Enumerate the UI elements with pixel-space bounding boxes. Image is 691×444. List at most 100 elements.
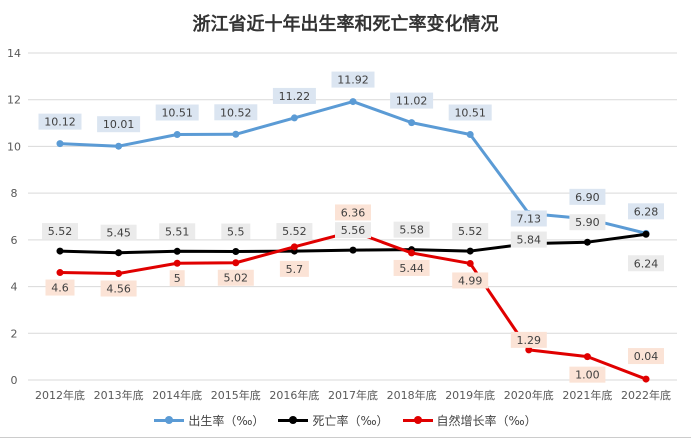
y-tick-label: 6 — [11, 234, 18, 247]
y-tick-label: 0 — [11, 374, 18, 387]
legend-item-birth[interactable]: 出生率（‰） — [154, 412, 264, 429]
data-point — [290, 243, 298, 251]
legend-marker-icon — [154, 416, 185, 424]
data-point — [642, 230, 650, 238]
data-point — [56, 247, 64, 255]
data-label: 5.7 — [286, 263, 304, 276]
data-label: 5.90 — [575, 216, 600, 229]
data-label-bg — [393, 259, 430, 276]
data-label-bg — [100, 280, 137, 297]
data-label: 5.52 — [48, 225, 73, 238]
y-tick-label: 12 — [7, 94, 21, 107]
data-point — [173, 259, 181, 267]
legend: 出生率（‰） 死亡率（‰） 自然增长率（‰） — [0, 412, 691, 429]
data-point — [115, 249, 123, 257]
data-label-bg — [569, 366, 606, 383]
data-label-bg — [217, 269, 254, 286]
legend-label: 死亡率（‰） — [312, 414, 389, 428]
y-tick-label: 14 — [7, 47, 21, 60]
x-tick-label: 2021年底 — [562, 388, 612, 402]
data-label-bg — [452, 223, 489, 240]
data-label: 5.02 — [224, 272, 249, 285]
y-tick-label: 4 — [11, 281, 18, 294]
data-point — [290, 114, 298, 122]
legend-marker-icon — [278, 416, 309, 424]
data-label: 10.12 — [44, 116, 76, 129]
data-label-bg — [155, 104, 199, 121]
data-label: 5.84 — [517, 234, 542, 247]
data-point — [466, 247, 474, 255]
data-label: 10.51 — [454, 107, 486, 120]
data-label-bg — [42, 223, 78, 240]
data-label: 5.56 — [341, 224, 366, 237]
data-point — [466, 131, 474, 139]
data-point — [173, 247, 181, 255]
data-label: 7.13 — [517, 212, 542, 225]
data-label-bg — [569, 188, 606, 205]
data-label-bg — [279, 260, 309, 277]
data-point — [642, 375, 650, 383]
data-label-bg — [628, 203, 664, 220]
data-label-bg — [214, 104, 258, 121]
data-label: 5.45 — [106, 227, 131, 240]
legend-label: 出生率（‰） — [188, 414, 265, 428]
data-label-bg — [393, 221, 430, 238]
data-label: 1.29 — [517, 334, 542, 347]
data-label-bg — [221, 223, 251, 240]
data-label-bg — [448, 104, 492, 121]
data-point — [232, 130, 240, 138]
data-label: 5.52 — [282, 225, 307, 238]
data-label: 11.02 — [396, 95, 428, 108]
data-label-bg — [510, 210, 547, 227]
data-label-bg — [452, 272, 489, 289]
data-label: 5 — [174, 272, 181, 285]
data-point — [583, 238, 591, 246]
legend-marker-icon — [402, 416, 433, 424]
legend-item-death[interactable]: 死亡率（‰） — [278, 412, 389, 429]
data-label: 6.24 — [634, 257, 659, 270]
data-point — [232, 248, 240, 256]
data-label: 5.58 — [399, 224, 424, 237]
data-label: 10.51 — [161, 107, 193, 120]
data-label-bg — [272, 87, 316, 104]
data-label: 10.52 — [220, 106, 252, 119]
data-label-bg — [276, 223, 313, 240]
data-label-bg — [335, 222, 371, 239]
data-label: 6.28 — [634, 205, 659, 218]
data-label-bg — [100, 224, 137, 241]
data-point — [349, 98, 357, 106]
data-label: 6.36 — [341, 206, 366, 219]
data-label: 4.99 — [458, 274, 483, 287]
data-point — [115, 269, 123, 277]
y-tick-label: 2 — [11, 327, 18, 340]
data-label: 11.92 — [337, 74, 369, 87]
x-tick-label: 2013年底 — [94, 388, 144, 402]
data-label-bg — [38, 113, 82, 130]
data-label-bg — [569, 214, 606, 231]
x-tick-label: 2016年底 — [269, 388, 319, 402]
data-label-bg — [510, 331, 547, 348]
data-label-bg — [628, 348, 664, 365]
data-point — [583, 353, 591, 361]
data-point — [115, 142, 123, 150]
data-label: 1.00 — [575, 369, 600, 382]
data-label: 10.01 — [103, 118, 135, 131]
x-tick-label: 2012年底 — [35, 388, 85, 402]
x-tick-label: 2015年底 — [211, 388, 261, 402]
data-label: 5.51 — [165, 225, 190, 238]
data-label-bg — [97, 116, 141, 133]
x-tick-label: 2020年底 — [504, 388, 554, 402]
legend-label: 自然增长率（‰） — [436, 414, 537, 428]
y-tick-label: 10 — [7, 140, 21, 153]
data-label: 0.04 — [634, 350, 659, 363]
legend-item-natural-growth[interactable]: 自然增长率（‰） — [402, 412, 537, 429]
x-tick-label: 2017年底 — [328, 388, 378, 402]
data-label-bg — [45, 279, 75, 296]
data-point — [56, 269, 64, 277]
data-point — [56, 140, 64, 148]
data-label: 6.90 — [575, 191, 600, 204]
data-label-bg — [628, 255, 664, 272]
divider — [0, 437, 691, 438]
